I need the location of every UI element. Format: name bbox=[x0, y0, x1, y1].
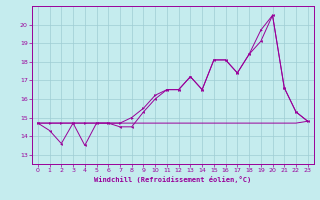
X-axis label: Windchill (Refroidissement éolien,°C): Windchill (Refroidissement éolien,°C) bbox=[94, 176, 252, 183]
